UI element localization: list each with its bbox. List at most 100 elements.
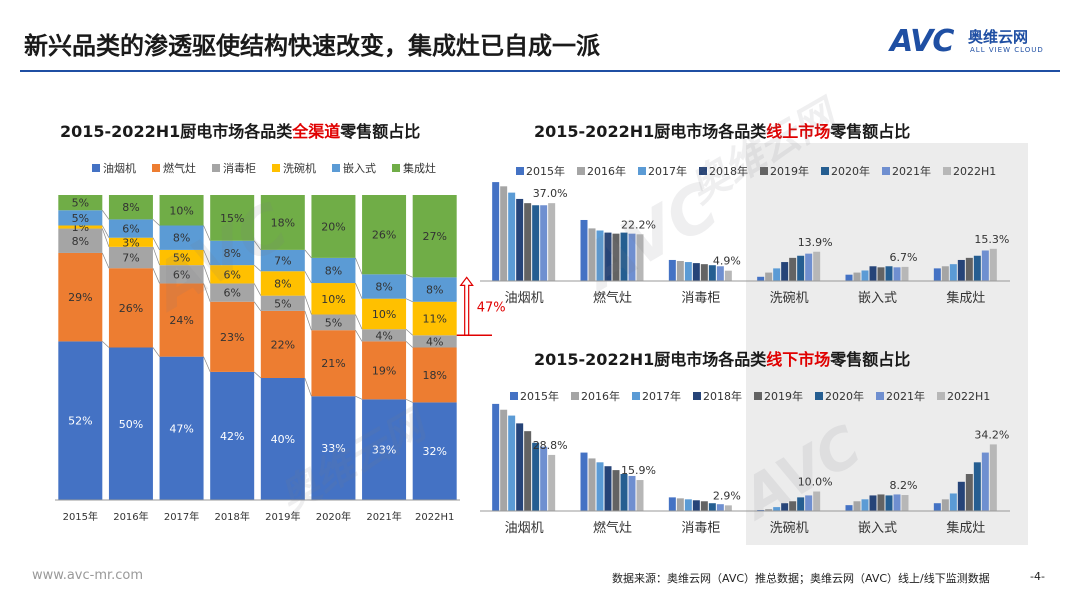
- data-label: 10%: [321, 293, 345, 306]
- grouped-bar: [813, 491, 821, 511]
- grouped-bar: [957, 481, 965, 511]
- legend-swatch: [876, 392, 884, 400]
- series-connector: [101, 252, 110, 269]
- grouped-bar: [893, 494, 901, 511]
- legend-label: 2022H1: [947, 390, 990, 403]
- stacked-bar-segment: [362, 195, 407, 275]
- series-connector: [152, 347, 160, 357]
- legend-swatch: [821, 167, 829, 175]
- grouped-bar: [588, 228, 596, 281]
- legend-label: 2015年: [526, 164, 565, 178]
- legend-label: 洗碗机: [283, 161, 316, 175]
- data-label: 7%: [122, 252, 139, 265]
- legend-swatch: [152, 164, 160, 172]
- stacked-bar-segment: [108, 219, 153, 238]
- data-label: 5%: [72, 212, 89, 225]
- series-connector: [253, 283, 262, 296]
- grouped-bar: [676, 261, 684, 281]
- stacked-bar-segment: [159, 249, 204, 266]
- highlight-background: [746, 143, 1028, 545]
- data-label: 5%: [325, 316, 342, 329]
- stacked-bar-segment: [159, 265, 204, 284]
- avc-logo: AVC 奥维云网 ALL VIEW CLOUD: [890, 22, 1060, 62]
- value-label: 34.2%: [974, 428, 1009, 441]
- data-label: 15%: [220, 212, 244, 225]
- stacked-bar-segment: [412, 347, 457, 403]
- grouped-bar: [949, 493, 957, 511]
- series-connector: [102, 225, 110, 238]
- grouped-bar: [789, 501, 797, 511]
- annotation-arrow: [459, 276, 474, 336]
- grouped-bar: [668, 497, 676, 511]
- chart-title-offline: 2015-2022H1厨电市场各品类线下市场零售额占比: [534, 346, 910, 370]
- data-label: 5%: [72, 197, 89, 210]
- grouped-bar: [716, 504, 724, 511]
- grouped-bar: [949, 264, 957, 281]
- legend-swatch: [516, 167, 524, 175]
- stacked-bar-segment: [311, 330, 356, 397]
- stacked-bar-segment: [260, 378, 305, 500]
- grouped-bar: [885, 495, 893, 511]
- x-tick-label: 2021年: [366, 510, 401, 523]
- grouped-bar: [684, 499, 692, 511]
- value-label: 15.9%: [621, 464, 656, 477]
- grouped-bar: [588, 458, 596, 511]
- legend-label: 2017年: [642, 389, 681, 403]
- grouped-bar: [532, 442, 540, 511]
- grouped-bar: [636, 480, 644, 511]
- x-tick-label: 油烟机: [505, 521, 544, 536]
- data-label: 21%: [321, 357, 345, 370]
- grouped-bar: [845, 274, 853, 281]
- grouped-bar: [781, 262, 789, 281]
- legend-swatch: [693, 392, 701, 400]
- stacked-bar-segment: [108, 246, 153, 269]
- series-connector: [304, 249, 312, 259]
- series-connector: [405, 399, 413, 403]
- series-connector: [152, 237, 160, 251]
- grouped-bar: [981, 452, 989, 511]
- legend-label: 集成灶: [403, 161, 436, 175]
- grouped-bar: [676, 498, 684, 511]
- grouped-bar: [869, 266, 877, 281]
- grouped-bar: [516, 198, 524, 281]
- grouped-bar: [965, 474, 973, 511]
- stacked-bar-segment: [108, 195, 153, 220]
- stacked-bar-segment: [210, 265, 255, 284]
- legend-label: 2021年: [892, 164, 931, 178]
- grouped-bar: [781, 503, 789, 511]
- grouped-bar: [540, 446, 548, 511]
- legend-swatch: [760, 167, 768, 175]
- grouped-bar: [492, 182, 500, 281]
- stacked-bar-segment: [159, 283, 204, 357]
- series-connector: [304, 295, 312, 315]
- data-label: 20%: [321, 220, 345, 233]
- value-label: 2.9%: [713, 489, 741, 502]
- legend-label: 2018年: [703, 389, 742, 403]
- legend-swatch: [638, 167, 646, 175]
- legend-label: 2021年: [886, 389, 925, 403]
- grouped-bar: [941, 266, 949, 281]
- grouped-bar: [580, 452, 588, 511]
- legend-label: 2020年: [825, 389, 864, 403]
- value-label: 28.8%: [533, 439, 568, 452]
- series-connector: [102, 210, 110, 220]
- x-tick-label: 洗碗机: [770, 290, 809, 306]
- grouped-bar: [773, 507, 781, 511]
- stacked-bar-segment: [210, 195, 255, 241]
- data-label: 8%: [173, 232, 190, 245]
- stacked-bar-segment: [362, 274, 407, 299]
- grouped-bar: [516, 423, 524, 511]
- grouped-bar: [548, 454, 556, 511]
- series-connector: [405, 328, 413, 336]
- chart-title-all-post: 零售额占比: [340, 122, 421, 141]
- stacked-bar-segment: [412, 301, 457, 336]
- data-label: 22%: [271, 338, 295, 351]
- grouped-bar: [724, 270, 732, 281]
- x-tick-label: 嵌入式: [858, 521, 897, 536]
- stacked-bar-segment: [412, 195, 457, 278]
- chart-title-online-pre: 2015-2022H1厨电市场各品类: [534, 122, 767, 141]
- stacked-bar-segment: [362, 329, 407, 342]
- data-label: 8%: [375, 281, 392, 294]
- stacked-bar-segment: [58, 341, 103, 500]
- stacked-bar-segment: [311, 314, 356, 331]
